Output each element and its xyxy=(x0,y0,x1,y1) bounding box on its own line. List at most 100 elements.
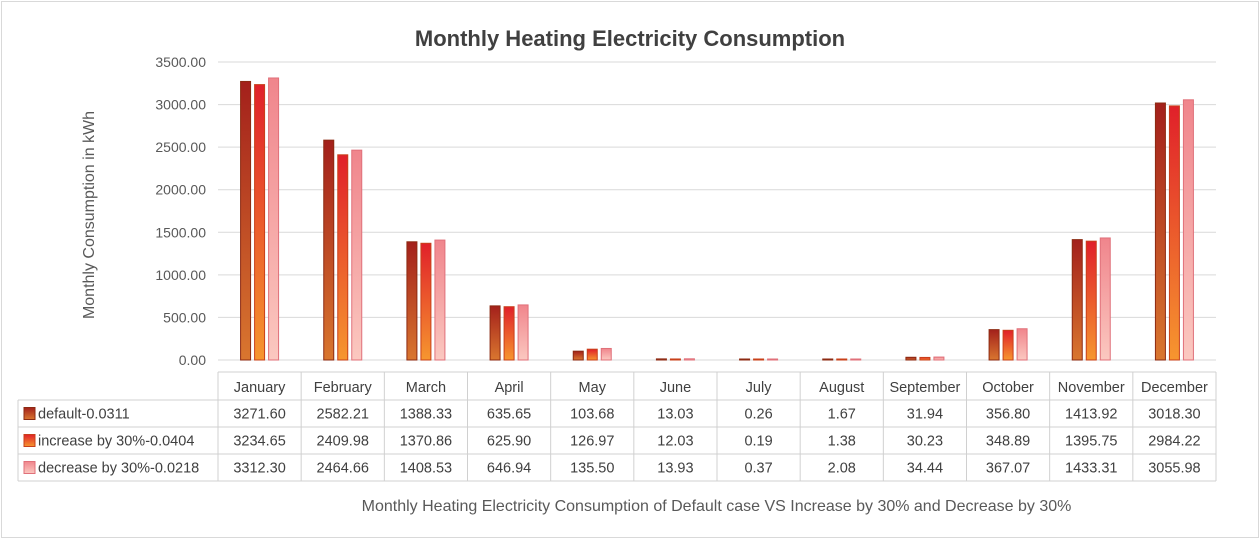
y-tick-label: 500.00 xyxy=(163,309,206,325)
category-label: August xyxy=(819,380,864,396)
gridlines xyxy=(218,61,1216,361)
data-label: 1370.86 xyxy=(400,434,452,450)
bar xyxy=(850,358,862,361)
y-tick-label: 2500.00 xyxy=(155,139,206,155)
category-label: June xyxy=(660,380,691,396)
bar xyxy=(655,358,667,361)
data-label: 12.03 xyxy=(657,434,693,450)
data-label: 0.19 xyxy=(744,434,772,450)
bar xyxy=(337,154,349,361)
data-label: 1395.75 xyxy=(1065,434,1117,450)
legend-label: decrease by 30%-0.0218 xyxy=(38,461,199,477)
data-label: 2.08 xyxy=(828,461,856,477)
data-label: 625.90 xyxy=(487,434,531,450)
data-label: 348.89 xyxy=(986,434,1030,450)
y-tick-label: 2000.00 xyxy=(155,182,206,198)
y-tick-label: 1000.00 xyxy=(155,267,206,283)
category-label: November xyxy=(1058,380,1125,396)
bar xyxy=(836,358,848,361)
data-label: 1388.33 xyxy=(400,407,452,423)
data-label: 635.65 xyxy=(487,407,531,423)
data-label: 135.50 xyxy=(570,461,614,477)
data-label: 2409.98 xyxy=(317,434,369,450)
data-label: 0.26 xyxy=(744,407,772,423)
bar xyxy=(586,348,598,361)
bar xyxy=(822,358,834,361)
data-label: 2464.66 xyxy=(317,461,369,477)
bar xyxy=(739,358,751,361)
data-label: 0.37 xyxy=(744,461,772,477)
bar xyxy=(1154,102,1166,361)
legend-key xyxy=(23,461,36,474)
category-label: February xyxy=(314,380,373,396)
y-tick-label: 0.00 xyxy=(179,352,206,368)
bar xyxy=(517,304,529,361)
data-label: 2582.21 xyxy=(317,407,369,423)
bar xyxy=(988,329,1000,361)
bar xyxy=(420,242,432,361)
category-label: October xyxy=(982,380,1034,396)
legend-key xyxy=(23,407,36,420)
category-label: March xyxy=(406,380,446,396)
data-label: 3018.30 xyxy=(1148,407,1200,423)
data-label: 1413.92 xyxy=(1065,407,1117,423)
legend-label: default-0.0311 xyxy=(38,407,130,423)
bar xyxy=(1168,105,1180,361)
bar xyxy=(572,350,584,361)
data-label: 1433.31 xyxy=(1065,461,1117,477)
chart-title: Monthly Heating Electricity Consumption xyxy=(414,26,846,51)
y-tick-label: 3500.00 xyxy=(155,54,206,70)
bar xyxy=(254,84,266,361)
category-label: April xyxy=(495,380,524,396)
data-label: 103.68 xyxy=(570,407,614,423)
bar xyxy=(240,80,252,361)
data-label: 30.23 xyxy=(907,434,943,450)
data-label: 367.07 xyxy=(986,461,1030,477)
category-label: May xyxy=(579,380,607,396)
bar xyxy=(753,358,765,361)
data-label: 1.38 xyxy=(828,434,856,450)
bars xyxy=(240,77,1194,361)
bar xyxy=(600,347,612,361)
bar xyxy=(323,139,335,361)
legend-key xyxy=(23,434,36,447)
bar xyxy=(905,356,917,361)
data-label: 3271.60 xyxy=(233,407,285,423)
bar xyxy=(406,241,418,361)
bar xyxy=(1002,329,1014,361)
bar xyxy=(489,305,501,361)
bar xyxy=(1182,99,1194,361)
data-label: 3312.30 xyxy=(233,461,285,477)
category-label: July xyxy=(746,380,773,396)
bar xyxy=(767,358,779,361)
x-axis-caption: Monthly Heating Electricity Consumption … xyxy=(361,498,1072,515)
y-tick-label: 1500.00 xyxy=(155,224,206,240)
category-label: December xyxy=(1141,380,1208,396)
data-label: 3234.65 xyxy=(233,434,285,450)
bar xyxy=(669,358,681,361)
data-label: 31.94 xyxy=(907,407,943,423)
bar xyxy=(1085,240,1097,361)
data-label: 3055.98 xyxy=(1148,461,1200,477)
legend-label: increase by 30%-0.0404 xyxy=(38,434,194,450)
data-label: 126.97 xyxy=(570,434,614,450)
data-label: 1.67 xyxy=(828,407,856,423)
bar xyxy=(1071,239,1083,361)
y-tick-label: 3000.00 xyxy=(155,97,206,113)
data-label: 646.94 xyxy=(487,461,531,477)
bar xyxy=(351,149,363,361)
bar xyxy=(683,358,695,361)
bar xyxy=(919,356,931,361)
bar xyxy=(1099,237,1111,361)
data-label: 13.93 xyxy=(657,461,693,477)
data-table: January February March April May June July Augu… xyxy=(17,371,1217,482)
category-label: September xyxy=(889,380,960,396)
data-label: 356.80 xyxy=(986,407,1030,423)
data-label: 13.03 xyxy=(657,407,693,423)
bar xyxy=(268,77,280,361)
data-label: 1408.53 xyxy=(400,461,452,477)
bar xyxy=(434,239,446,361)
y-tick-labels: 3500.00 3000.00 2500.00 2000.00 1500.00 1000.… xyxy=(155,54,206,368)
category-label: January xyxy=(234,380,286,396)
